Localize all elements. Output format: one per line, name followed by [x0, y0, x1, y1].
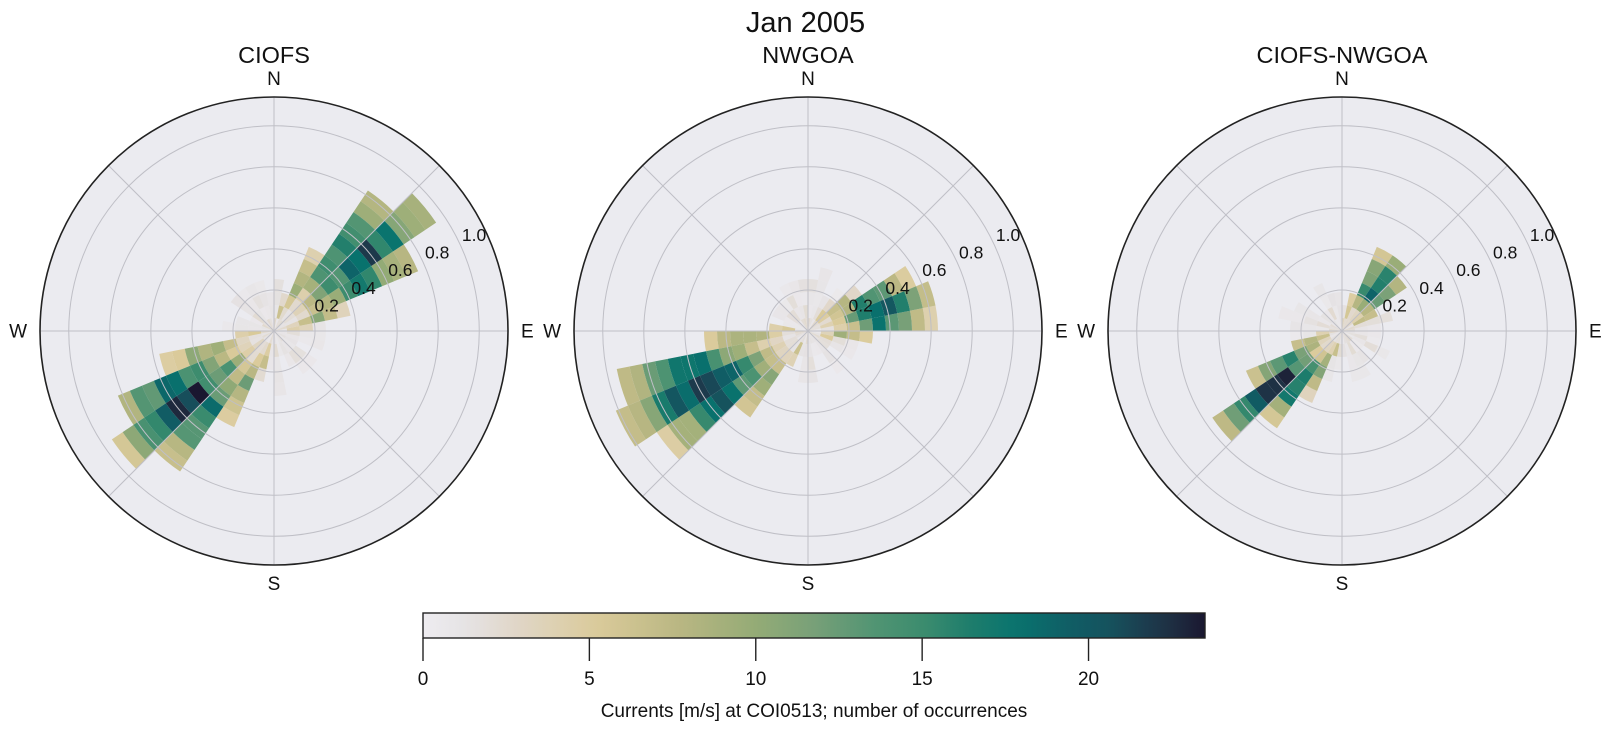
svg-text:S: S — [268, 574, 281, 595]
svg-text:0.8: 0.8 — [1493, 243, 1517, 263]
svg-text:N: N — [267, 69, 281, 90]
svg-text:0.8: 0.8 — [959, 243, 983, 263]
svg-text:W: W — [543, 322, 561, 343]
svg-text:10: 10 — [745, 669, 766, 690]
svg-text:0: 0 — [418, 669, 429, 690]
svg-text:0.2: 0.2 — [1383, 295, 1407, 315]
svg-text:Currents [m/s] at COI0513; num: Currents [m/s] at COI0513; number of occ… — [601, 701, 1028, 722]
svg-text:0.8: 0.8 — [425, 243, 449, 263]
svg-text:0.2: 0.2 — [849, 295, 873, 315]
svg-text:1.0: 1.0 — [996, 225, 1021, 245]
svg-text:E: E — [1589, 322, 1602, 343]
svg-text:E: E — [521, 322, 534, 343]
svg-text:0.2: 0.2 — [315, 295, 339, 315]
svg-text:15: 15 — [912, 669, 933, 690]
svg-text:CIOFS: CIOFS — [238, 42, 310, 68]
svg-text:5: 5 — [584, 669, 595, 690]
svg-text:0.6: 0.6 — [922, 260, 946, 280]
svg-text:0.6: 0.6 — [388, 260, 412, 280]
svg-text:W: W — [1077, 322, 1095, 343]
svg-text:S: S — [802, 574, 815, 595]
svg-text:CIOFS-NWGOA: CIOFS-NWGOA — [1256, 42, 1427, 68]
svg-text:NWGOA: NWGOA — [762, 42, 854, 68]
svg-text:N: N — [1335, 69, 1349, 90]
svg-text:0.6: 0.6 — [1456, 260, 1480, 280]
svg-text:0.4: 0.4 — [1419, 278, 1444, 298]
svg-text:0.4: 0.4 — [351, 278, 376, 298]
svg-text:1.0: 1.0 — [462, 225, 487, 245]
svg-text:S: S — [1336, 574, 1349, 595]
svg-text:1.0: 1.0 — [1530, 225, 1555, 245]
svg-text:N: N — [801, 69, 815, 90]
svg-text:E: E — [1055, 322, 1068, 343]
svg-text:20: 20 — [1078, 669, 1099, 690]
svg-text:W: W — [9, 322, 27, 343]
svg-text:0.4: 0.4 — [885, 278, 910, 298]
svg-text:Jan 2005: Jan 2005 — [746, 7, 865, 39]
